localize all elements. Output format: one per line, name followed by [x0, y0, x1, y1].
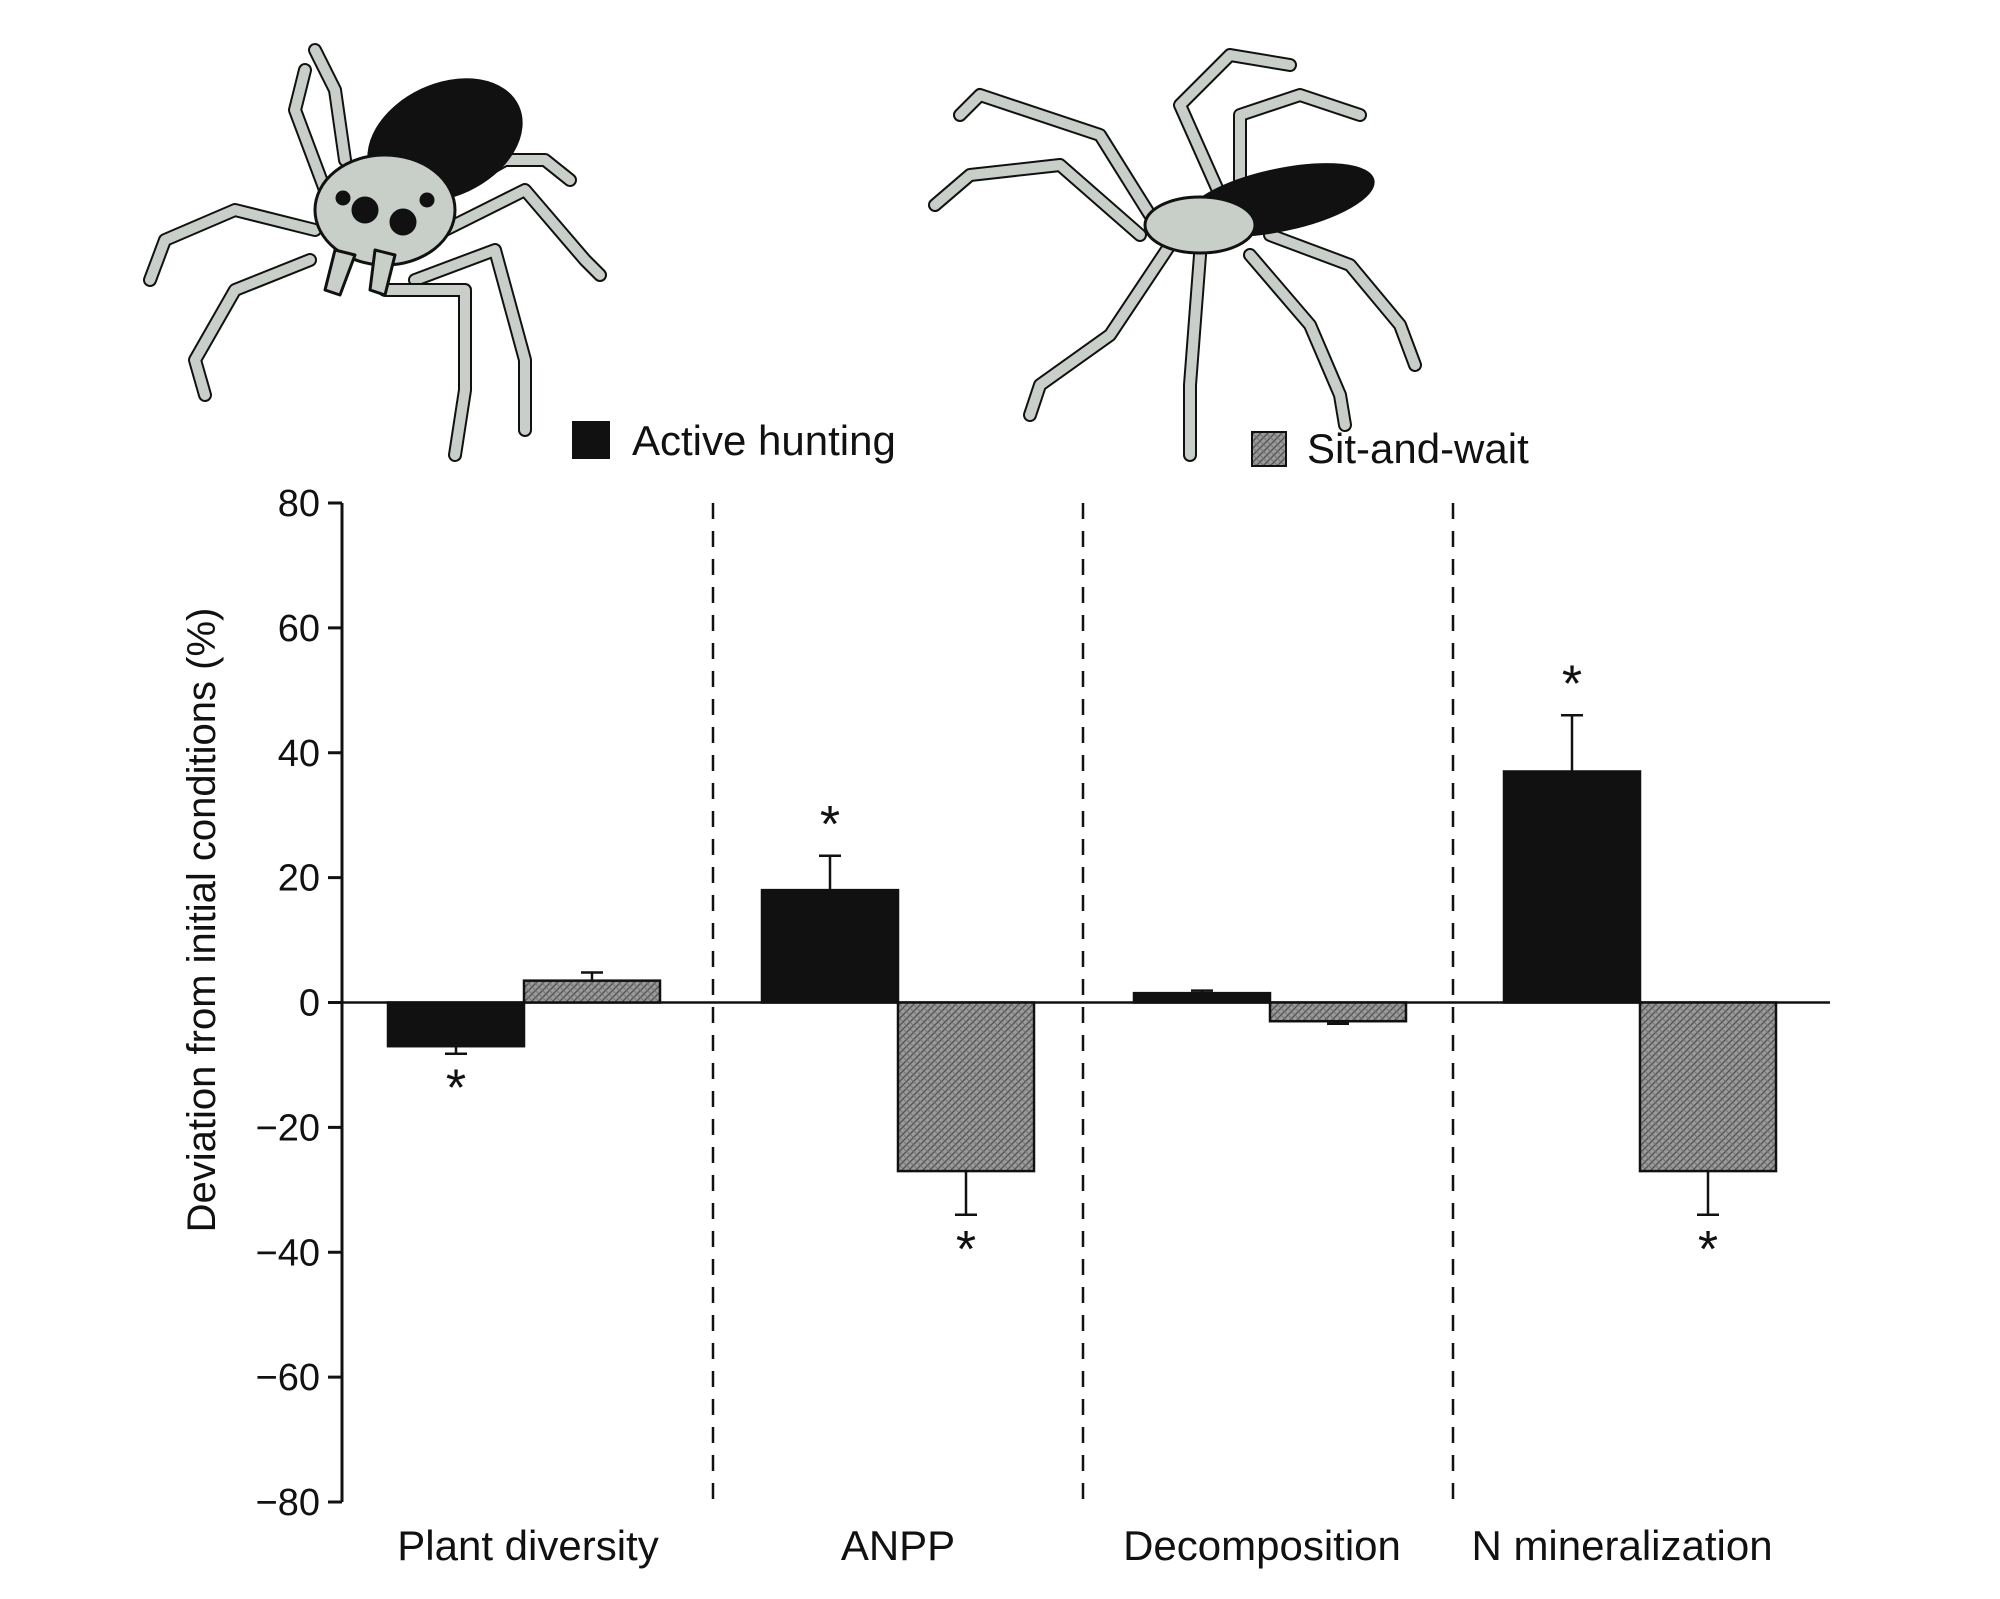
sit-and-wait-spider-illustration [928, 48, 1422, 462]
bar-active-hunting [760, 888, 900, 1004]
bars: * * * * * [386, 655, 1778, 1279]
y-tick-label: −60 [256, 1357, 320, 1399]
significance-marker: * [820, 796, 840, 854]
significance-marker: * [1698, 1221, 1718, 1279]
y-axis: 80 60 40 20 0 −20 −40 −60 −80 [256, 483, 344, 1524]
category-label: Decomposition [1123, 1522, 1401, 1569]
category-label: Plant diversity [397, 1522, 658, 1569]
bar-active-hunting [1132, 991, 1272, 1004]
category-label: N mineralization [1471, 1522, 1772, 1569]
bar-active-hunting [1502, 770, 1642, 1004]
legend-label-active-hunting: Active hunting [632, 417, 896, 464]
category-labels: Plant diversity ANPP Decomposition N minera… [397, 1522, 1772, 1569]
bar-sit-and-wait [896, 1001, 1036, 1173]
y-tick-label: 40 [278, 733, 320, 775]
legend-label-sit-and-wait: Sit-and-wait [1307, 425, 1529, 472]
significance-marker: * [956, 1221, 976, 1279]
y-axis-title: Deviation from initial conditions (%) [180, 608, 224, 1233]
y-tick-label: 0 [299, 983, 320, 1025]
active-hunting-spider-illustration [143, 43, 607, 462]
y-tick-label: −20 [256, 1107, 320, 1149]
legend: Active hunting Sit-and-wait [572, 417, 1529, 472]
legend-swatch-active-hunting [572, 421, 610, 459]
y-tick-label: −40 [256, 1232, 320, 1274]
y-tick-label: 80 [278, 483, 320, 525]
bar-sit-and-wait [522, 979, 662, 1004]
y-tick-label: 20 [278, 858, 320, 900]
y-tick-label: −80 [256, 1482, 320, 1524]
significance-marker: * [1562, 655, 1582, 713]
bar-active-hunting [386, 1001, 526, 1048]
legend-swatch-sit-and-wait [1251, 431, 1287, 467]
category-label: ANPP [841, 1522, 955, 1569]
y-tick-label: 60 [278, 608, 320, 650]
bar-sit-and-wait [1268, 1001, 1408, 1023]
bar-sit-and-wait [1638, 1001, 1778, 1173]
significance-marker: * [446, 1060, 466, 1118]
